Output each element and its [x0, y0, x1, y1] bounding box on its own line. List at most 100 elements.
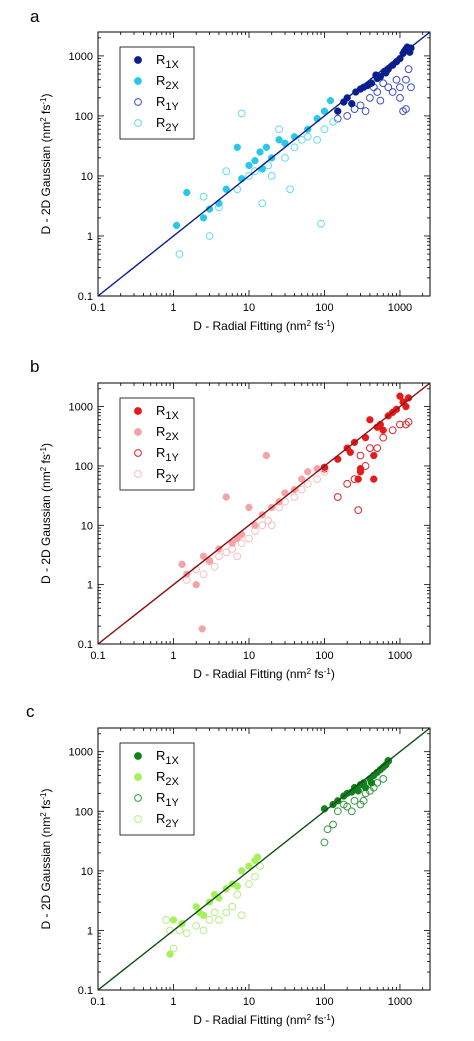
data-layer: [98, 728, 430, 990]
data-point: [183, 188, 191, 197]
data-point: [304, 468, 312, 476]
data-point: [320, 838, 329, 847]
panel-label: c: [26, 702, 35, 721]
data-point: [329, 117, 337, 126]
data-point: [326, 96, 335, 105]
legend-label: R1Y: [156, 94, 180, 113]
data-point: [215, 916, 223, 924]
x-tick-label: 0.1: [90, 996, 105, 1008]
y-tick-label: 100: [75, 461, 93, 473]
data-point: [384, 83, 393, 92]
data-point: [359, 796, 368, 805]
data-point: [354, 787, 362, 795]
legend-marker: [134, 407, 142, 415]
y-axis-label: D - 2D Gaussian (nm2 fs-1): [39, 789, 54, 930]
legend-marker: [134, 98, 142, 106]
y-tick-label: 100: [75, 806, 93, 818]
legend-label: R2Y: [156, 811, 180, 830]
data-point: [379, 433, 388, 442]
x-tick-label: 1000: [388, 650, 412, 662]
data-point: [361, 107, 370, 116]
data-point: [333, 807, 342, 816]
data-point: [354, 475, 362, 483]
legend-box: [119, 742, 195, 836]
legend-label: R2X: [156, 769, 180, 788]
data-point: [222, 493, 230, 501]
data-point: [199, 214, 208, 222]
data-point: [343, 112, 352, 120]
data-point: [233, 890, 242, 899]
axis-ticks: [97, 32, 430, 297]
data-point: [373, 74, 381, 83]
data-point: [222, 167, 231, 176]
x-tick-label: 1000: [388, 996, 412, 1008]
x-tick-label: 10: [243, 302, 255, 314]
data-point: [320, 125, 329, 134]
legend-marker: [134, 56, 142, 64]
data-point: [356, 451, 365, 460]
x-axis-label: D - Radial Fitting (nm2 fs-1): [193, 1013, 335, 1028]
data-point: [264, 161, 273, 170]
data-point: [245, 161, 253, 170]
data-point: [258, 521, 267, 530]
data-point: [320, 463, 329, 471]
data-point: [404, 418, 413, 426]
data-point: [382, 69, 390, 77]
panel-label: a: [30, 7, 40, 26]
data-point: [313, 475, 322, 484]
data-point: [222, 908, 231, 917]
legend-marker: [134, 773, 142, 781]
data-point: [373, 444, 382, 452]
data-point: [396, 420, 404, 429]
data-point: [379, 426, 387, 434]
data-point: [298, 475, 306, 483]
data-layer: [98, 32, 430, 296]
data-point: [379, 774, 388, 783]
x-tick-label: 1: [170, 996, 176, 1008]
data-point: [407, 83, 415, 92]
legend-marker: [134, 752, 142, 760]
y-tick-label: 100: [75, 111, 93, 123]
data-point: [228, 902, 237, 911]
legend-marker: [134, 470, 142, 478]
data-point: [396, 392, 404, 400]
data-point: [199, 926, 208, 935]
legend-label: R2Y: [156, 466, 180, 485]
data-point: [222, 548, 231, 557]
data-point: [237, 109, 246, 118]
data-point: [199, 192, 208, 201]
series-R2X: [172, 96, 335, 230]
data-point: [192, 921, 201, 930]
x-tick-label: 10: [243, 996, 255, 1008]
data-point: [169, 916, 178, 924]
y-axis-label: D - 2D Gaussian (nm2 fs-1): [39, 94, 54, 235]
data-point: [350, 796, 359, 805]
data-point: [237, 539, 246, 548]
data-point: [366, 444, 374, 452]
chart-panel-c: c 0.1 1 10 100 1000 0.1 1 10 100 1000 D - Radial Fi…: [26, 702, 431, 1028]
data-point: [253, 853, 262, 861]
data-point: [251, 156, 259, 165]
data-point: [323, 825, 332, 834]
y-tick-label: 0.1: [78, 639, 93, 651]
data-point: [402, 402, 410, 411]
x-axis-label: D - Radial Fitting (nm2 fs-1): [193, 319, 335, 334]
data-point: [379, 79, 388, 88]
axis-ticks: [97, 728, 430, 991]
series-R2Y: [175, 109, 337, 258]
data-point: [297, 485, 306, 494]
y-tick-label: 1000: [69, 51, 93, 63]
data-point: [392, 75, 401, 84]
data-point: [286, 185, 294, 194]
legend-box: [119, 397, 195, 491]
legend-marker: [134, 449, 142, 457]
x-tick-label: 100: [315, 302, 333, 314]
axis-ticks: [97, 383, 430, 645]
x-tick-label: 10: [243, 650, 255, 662]
data-point: [237, 911, 246, 920]
data-point: [182, 929, 191, 938]
data-point: [388, 426, 397, 435]
legend-label: R1X: [156, 52, 180, 71]
data-point: [281, 153, 289, 162]
data-point: [376, 96, 385, 105]
